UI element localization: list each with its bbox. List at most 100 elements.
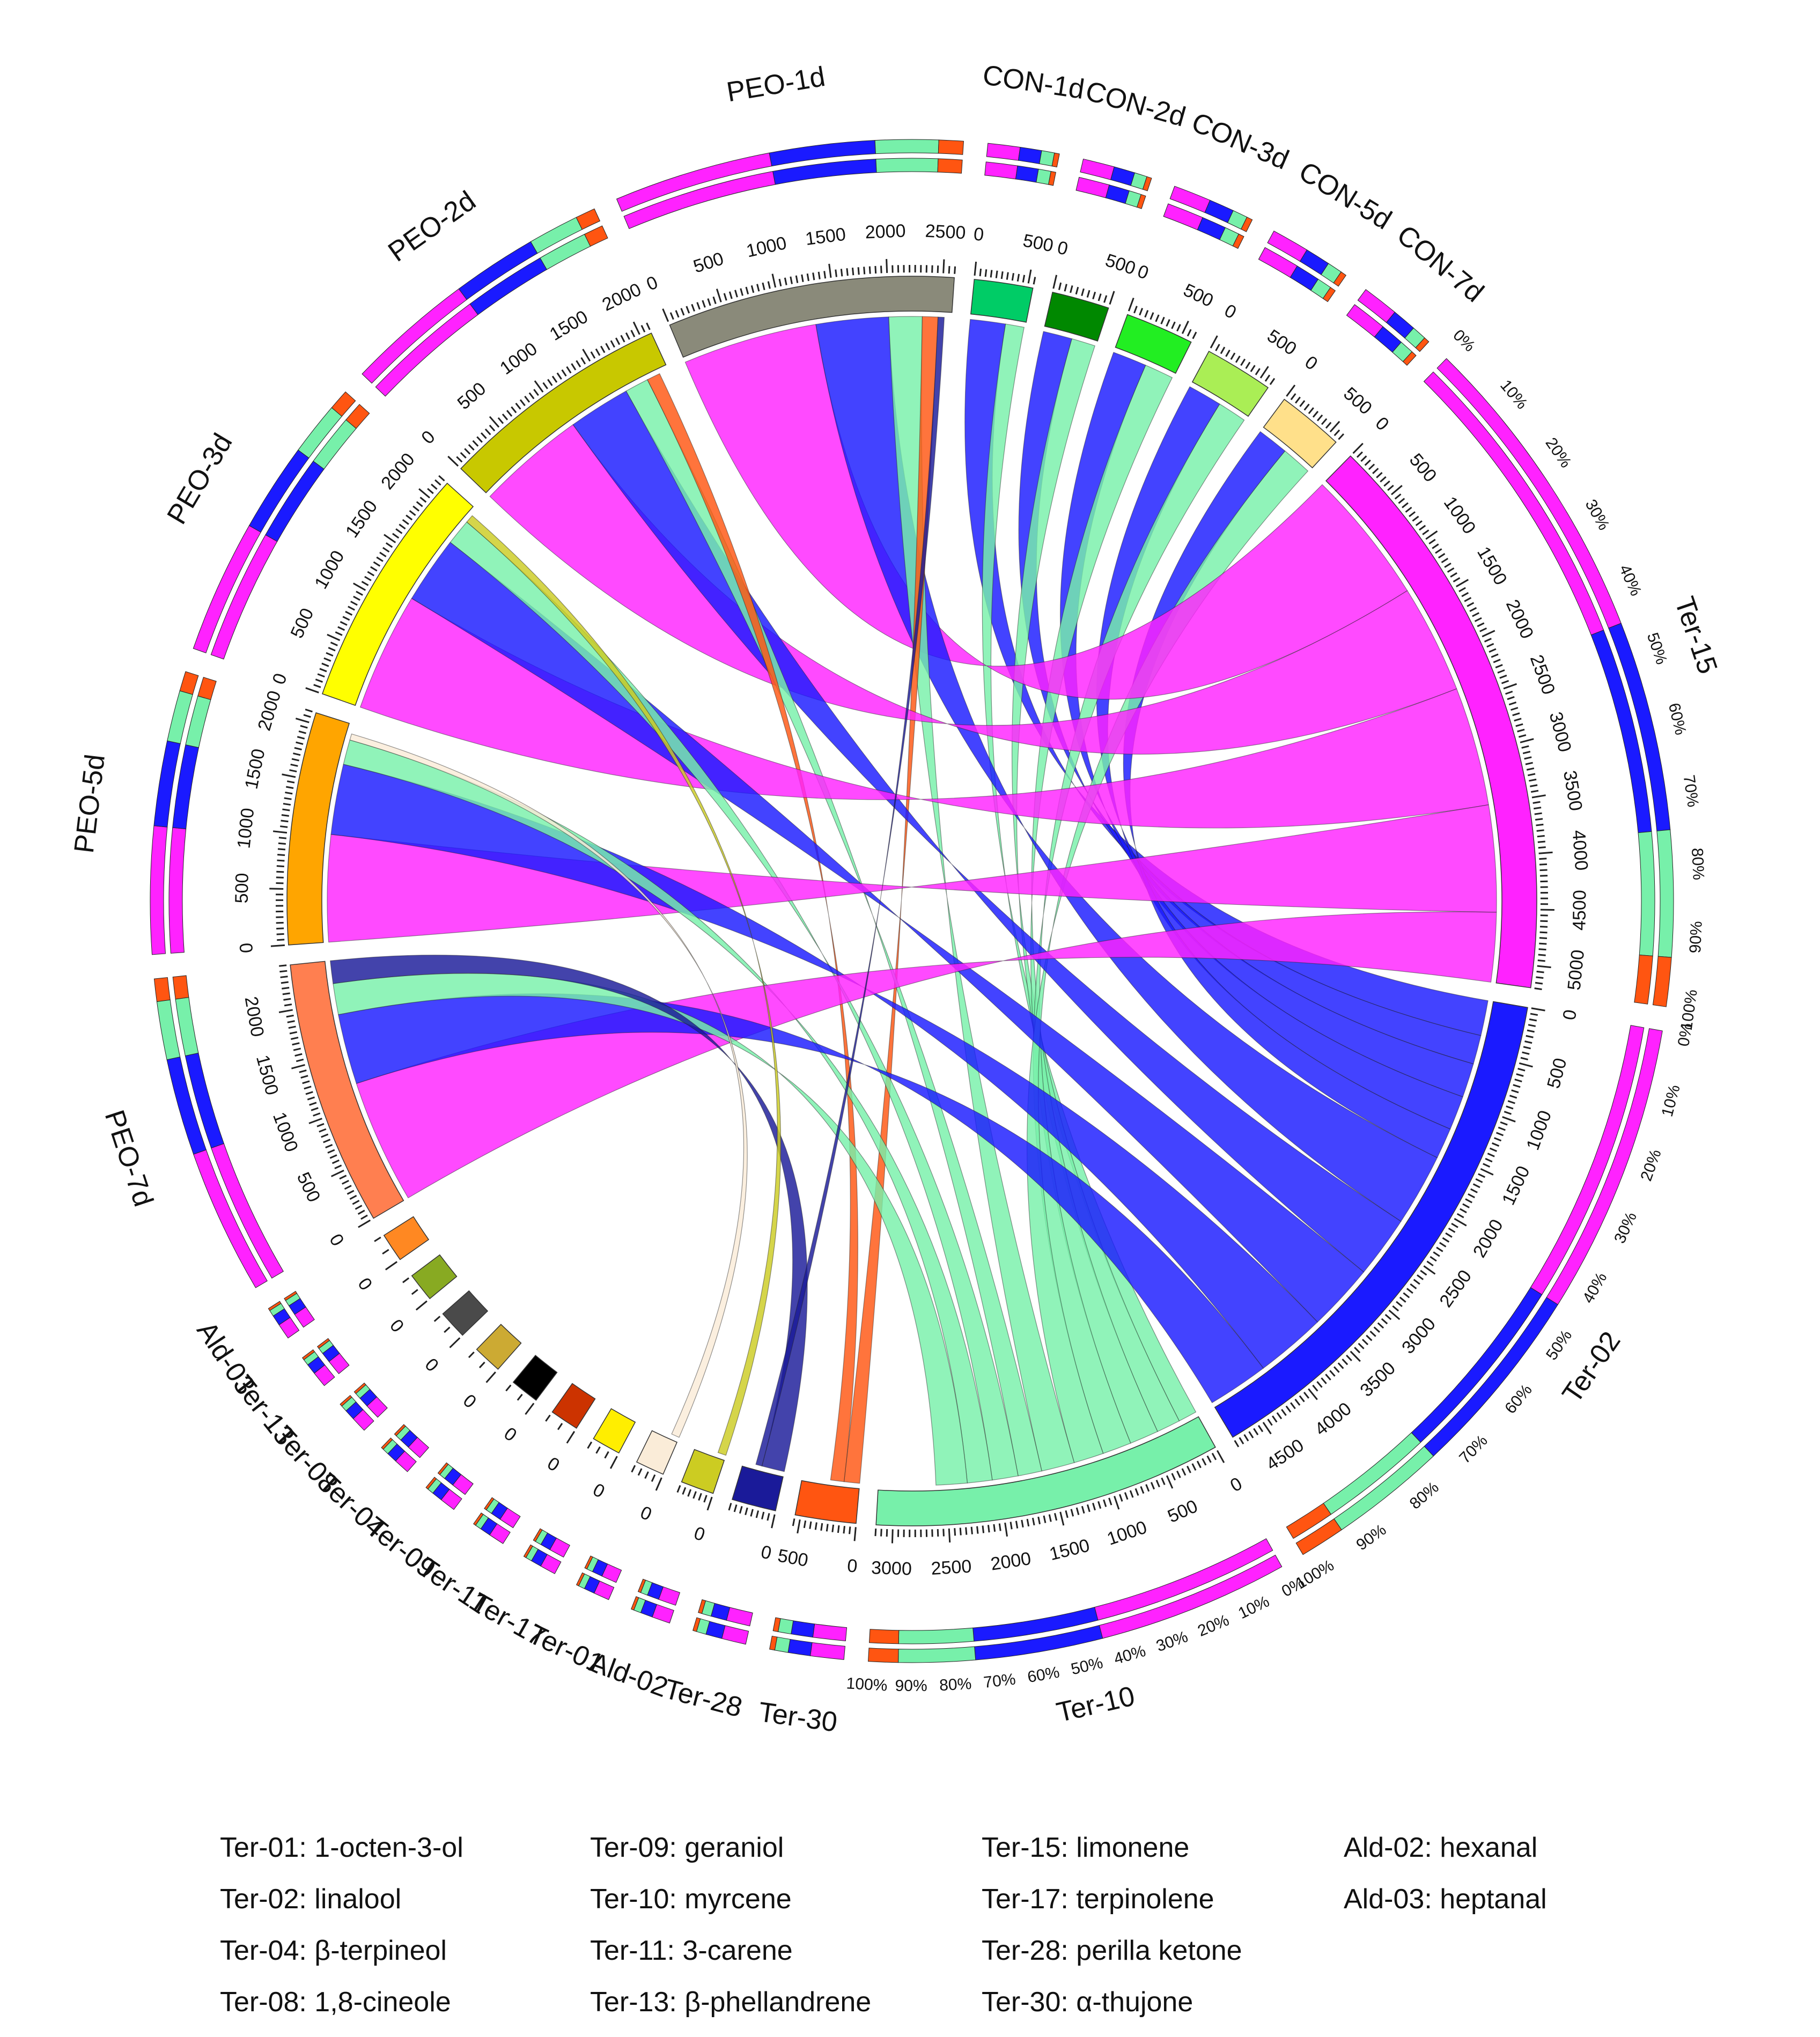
scale-tick-label: 1000 — [233, 807, 258, 850]
scale-tick-label: 0 — [417, 427, 439, 448]
scale-tick-label: 1000 — [745, 233, 789, 262]
composition-segment — [301, 1349, 315, 1360]
composition-segment — [637, 1578, 646, 1593]
composition-segment — [1048, 171, 1056, 186]
scale-tick-label: 1500 — [241, 747, 269, 791]
composition-segment — [692, 1617, 701, 1632]
scale-tick-label: 0 — [353, 1274, 376, 1294]
composition-segment — [769, 1635, 778, 1651]
composition-segment — [1241, 217, 1253, 232]
legend-item: Ald-03: heptanal — [1344, 1884, 1547, 1915]
scale-tick-label: 500 — [1543, 1056, 1571, 1091]
ticks-Ter-15 — [1352, 442, 1554, 991]
ticks-PEO-7d — [278, 964, 371, 1228]
scale-tick-label: 1000 — [1440, 493, 1480, 538]
legend-column-2: Ter-09: geraniol Ter-10: myrcene Ter-11:… — [590, 1826, 966, 2032]
percent-tick-label: 0% — [1449, 326, 1478, 355]
composition-segment — [268, 1301, 282, 1311]
ticks-CON-3d — [1128, 298, 1197, 340]
composition-segment — [473, 1512, 484, 1526]
ticks-CON-1d — [974, 261, 1036, 285]
scale-tick-label: 0 — [459, 1390, 480, 1412]
composition-segment — [774, 1636, 791, 1653]
scale-tick-label: 0 — [691, 1523, 708, 1545]
composition-segment — [284, 1290, 298, 1301]
arc-Ald-02 — [681, 1449, 725, 1494]
scale-tick-label: 1500 — [1473, 543, 1511, 589]
ticks-Ter-11 — [545, 1414, 576, 1444]
sample-label-PEO-2d: PEO-2d — [382, 185, 481, 268]
legend-item: Ter-08: 1,8-cineole — [220, 1987, 451, 2018]
sample-label-CON-7d: CON-7d — [1391, 219, 1490, 308]
composition-segment — [1415, 337, 1430, 352]
composition-segment — [1322, 287, 1336, 302]
composition-segment — [584, 1555, 593, 1570]
sample-label-Ald-03: Ald-03 — [190, 1316, 261, 1400]
sample-label-Ter-28: Ter-28 — [661, 1673, 745, 1723]
percent-tick-label: 10% — [1659, 1083, 1684, 1118]
arc-Ter-17 — [593, 1408, 636, 1453]
legend-item: Ter-17: terpinolene — [982, 1884, 1214, 1915]
composition-segment — [584, 225, 608, 247]
legend-column-3: Ter-15: limonene Ter-17: terpinolene Ter… — [982, 1826, 1357, 2032]
composition-segment — [345, 404, 370, 429]
sample-label-PEO-1d: PEO-1d — [724, 61, 827, 108]
scale-tick-label: 0 — [1301, 352, 1321, 374]
composition-segment — [898, 1627, 975, 1644]
composition-segment — [1051, 152, 1060, 168]
percent-tick-label: 0% — [1675, 1022, 1696, 1047]
arc-PEO-3d — [321, 482, 474, 706]
composition-segment — [1099, 1554, 1283, 1639]
scale-tick-label: 2000 — [1469, 1216, 1507, 1261]
scale-tick-label: 1500 — [252, 1053, 282, 1097]
scale-tick-label: 0 — [421, 1354, 443, 1376]
scale-tick-label: 0 — [1056, 237, 1070, 259]
composition-segment — [1232, 233, 1244, 249]
arc-CON-3d — [1115, 314, 1192, 374]
scale-tick-label: 0 — [972, 224, 985, 245]
composition-segment — [875, 158, 939, 173]
scale-tick-label: 2000 — [241, 995, 268, 1038]
composition-segment — [150, 825, 168, 955]
sample-label-PEO-3d: PEO-3d — [161, 429, 238, 530]
scale-tick-label: 2500 — [931, 1556, 972, 1579]
arc-CON-2d — [1044, 291, 1109, 342]
composition-segment — [437, 1462, 449, 1475]
scale-tick-label: 500 — [1021, 230, 1055, 256]
scale-tick-label: 0 — [1221, 300, 1240, 323]
scale-tick-label: 0 — [1372, 413, 1393, 434]
arc-Ter-10 — [875, 1416, 1216, 1526]
ticks-Ter-17 — [587, 1441, 618, 1469]
composition-segment — [1638, 831, 1655, 956]
composition-segment — [484, 1497, 495, 1510]
arc-Ter-09 — [512, 1355, 558, 1401]
composition-segment — [340, 1394, 352, 1407]
arc-CON-1d — [970, 278, 1034, 323]
composition-segment — [1634, 955, 1653, 1005]
composition-segment — [791, 1620, 815, 1638]
legend-item: Ter-02: linalool — [220, 1884, 402, 1915]
composition-segment — [1295, 1518, 1342, 1555]
scale-tick-label: 0 — [1134, 261, 1151, 284]
ticks-PEO-5d — [269, 708, 313, 947]
legend-item: Ter-15: limonene — [982, 1832, 1190, 1863]
scale-tick-label: 500 — [691, 248, 726, 277]
composition-segment — [197, 677, 217, 700]
scale-tick-label: 5000 — [1564, 949, 1589, 991]
sample-label-CON-1d: CON-1d — [981, 60, 1086, 105]
scale-tick-label: 4000 — [1311, 1398, 1355, 1440]
composition-segment — [1656, 829, 1674, 958]
composition-segment — [1110, 166, 1136, 186]
composition-segment — [1105, 184, 1130, 204]
composition-segment — [533, 1528, 543, 1542]
scale-tick-label: 0 — [543, 1453, 563, 1475]
scale-tick-label: 500 — [1103, 250, 1138, 279]
composition-segment — [1286, 1503, 1332, 1539]
composition-segment — [721, 1625, 749, 1645]
composition-segment — [168, 827, 187, 954]
arc-PEO-5d — [286, 712, 350, 946]
scale-tick-label: 0 — [644, 272, 661, 294]
scale-tick-label: 1000 — [269, 1110, 302, 1155]
scale-tick-label: 0 — [1559, 1008, 1581, 1022]
percent-tick-label: 20% — [1542, 434, 1574, 471]
